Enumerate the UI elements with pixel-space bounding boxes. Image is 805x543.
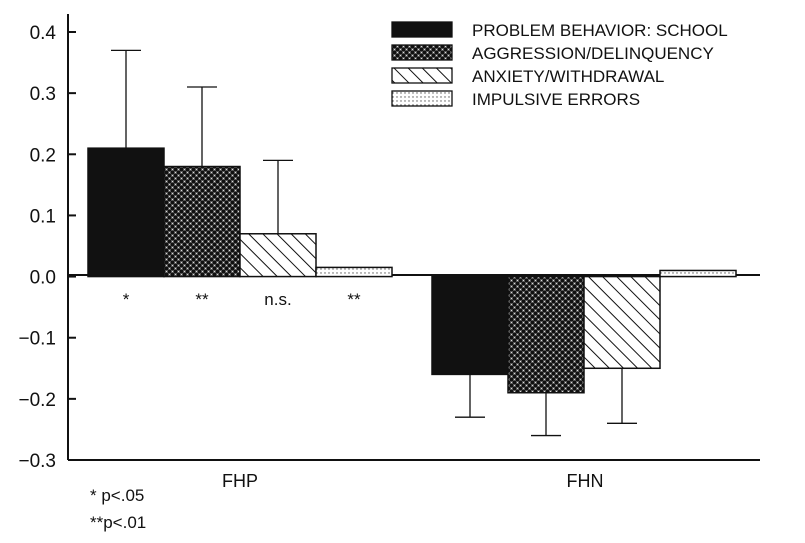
legend-swatch	[391, 90, 453, 107]
error-bars-group	[111, 49, 637, 437]
significance-markers: * ** n.s. **	[123, 290, 361, 309]
significance-marker: **	[347, 290, 361, 309]
x-axis-category-labels: FHP FHN	[222, 471, 604, 491]
bar-fhn-series-3	[659, 269, 737, 278]
y-tick-label: 0.0	[30, 268, 56, 289]
significance-marker: *	[123, 290, 130, 309]
bar-fhp-series-3	[315, 266, 393, 278]
y-tick-label: 0.1	[30, 206, 56, 227]
y-axis-ticks: 0.4 0.3 0.2 0.1 0.0 −0.1 −0.2 −0.3	[18, 23, 76, 472]
y-tick-label: −0.2	[18, 390, 56, 411]
legend-swatch	[391, 67, 453, 84]
significance-marker: n.s.	[264, 290, 291, 309]
legend-label: PROBLEM BEHAVIOR: SCHOOL	[472, 21, 728, 40]
bars-group	[87, 147, 737, 394]
y-tick-label: 0.3	[30, 84, 56, 105]
legend: PROBLEM BEHAVIOR: SCHOOL AGGRESSION/DELIN…	[391, 21, 728, 109]
y-tick-label: 0.4	[30, 23, 57, 44]
bar-fhn-series-2	[583, 275, 661, 370]
category-label-fhn: FHN	[567, 471, 604, 491]
legend-label: ANXIETY/WITHDRAWAL	[472, 67, 664, 86]
category-label-fhp: FHP	[222, 471, 258, 491]
bar-fhp-series-1	[163, 165, 241, 278]
y-tick-label: 0.2	[30, 145, 56, 166]
bar-fhp-series-2	[239, 233, 317, 278]
legend-label: AGGRESSION/DELINQUENCY	[472, 44, 714, 63]
bar-fhp-series-0	[87, 147, 165, 278]
y-tick-label: −0.3	[18, 451, 56, 472]
y-tick-label: −0.1	[18, 329, 56, 350]
bar-fhn-series-0	[431, 275, 509, 376]
legend-swatch	[391, 21, 453, 38]
legend-label: IMPULSIVE ERRORS	[472, 90, 640, 109]
legend-swatch	[391, 44, 453, 61]
significance-marker: **	[195, 290, 209, 309]
note-p05: * p<.05	[90, 486, 144, 505]
note-p01: **p<.01	[90, 513, 146, 532]
bar-fhn-series-1	[507, 275, 585, 394]
